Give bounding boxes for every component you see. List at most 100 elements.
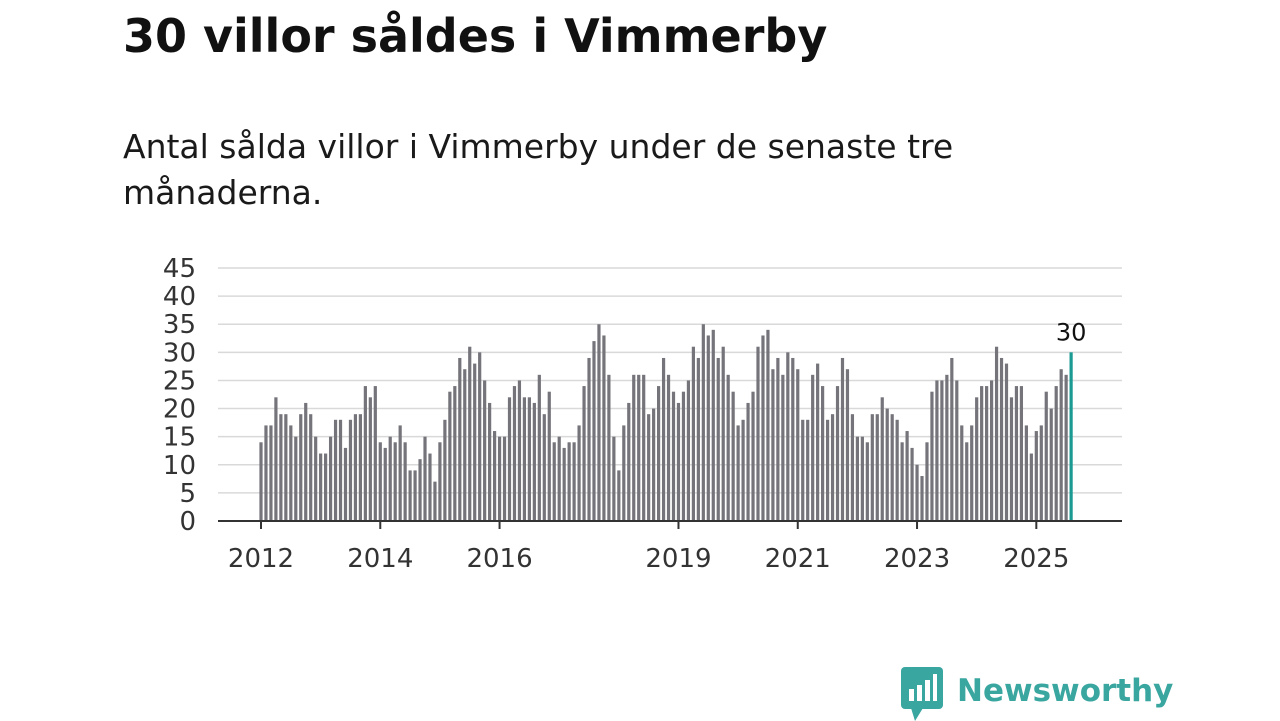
bar <box>393 442 397 521</box>
bar <box>567 442 571 521</box>
bar <box>711 329 715 521</box>
bar <box>721 346 725 521</box>
bar <box>895 419 899 521</box>
bar <box>319 453 323 521</box>
bar <box>701 324 705 521</box>
bar <box>492 431 497 521</box>
bar <box>850 414 855 521</box>
bar <box>860 436 864 521</box>
bar <box>473 363 477 521</box>
bar <box>915 464 919 521</box>
annotations: 30 <box>1056 318 1087 346</box>
bar <box>945 374 949 521</box>
bar <box>840 357 845 521</box>
bar <box>985 386 989 521</box>
bar <box>348 419 353 521</box>
bar <box>1034 431 1038 521</box>
bar <box>731 391 735 521</box>
bar <box>353 414 358 521</box>
bar <box>865 442 869 521</box>
bar <box>925 442 929 521</box>
bar <box>776 357 780 521</box>
bar <box>666 374 671 521</box>
bar <box>726 374 730 521</box>
bar <box>796 369 800 521</box>
bar <box>676 402 681 521</box>
bar <box>562 447 566 521</box>
bar <box>756 346 760 521</box>
chart-subtitle: Antal sålda villor i Vimmerby under de s… <box>123 127 954 212</box>
chart-title: 30 villor såldes i Vimmerby <box>123 9 828 63</box>
bar <box>811 374 815 521</box>
bar <box>338 419 343 521</box>
bar <box>1019 386 1024 521</box>
bar <box>587 357 591 521</box>
bar <box>597 324 601 521</box>
bar <box>870 414 874 521</box>
bar-chart-speech-bubble-icon <box>901 667 943 721</box>
bar <box>825 419 830 521</box>
bar <box>448 391 452 521</box>
bar <box>696 357 700 521</box>
bar <box>980 386 984 521</box>
bar <box>607 374 611 521</box>
bar <box>259 442 263 521</box>
bar <box>830 414 835 521</box>
bar <box>716 357 720 521</box>
bar <box>741 419 745 521</box>
bar <box>910 447 914 521</box>
bar <box>358 414 362 521</box>
bar <box>1009 397 1014 521</box>
bar <box>458 357 462 521</box>
x-axis-ticks: 2012 2014 2016 2019 2021 2023 2025 <box>228 521 1069 574</box>
bar <box>557 436 561 521</box>
bar <box>264 425 268 521</box>
bar <box>691 346 695 521</box>
bar <box>875 414 879 521</box>
x-tick-label: 2025 <box>1003 544 1069 574</box>
bar <box>294 436 298 521</box>
bar <box>781 374 785 521</box>
bar <box>1054 386 1058 521</box>
bar <box>314 436 318 521</box>
bar <box>661 357 666 521</box>
bar <box>905 431 909 521</box>
bar <box>453 386 457 521</box>
bar <box>408 470 412 521</box>
bar <box>572 442 576 521</box>
bar <box>343 447 348 521</box>
y-tick-label: 25 <box>163 366 196 396</box>
bar <box>483 380 487 521</box>
x-tick-label: 2014 <box>347 544 413 574</box>
bar <box>970 425 974 521</box>
bar <box>488 402 492 521</box>
bar <box>517 380 522 521</box>
y-tick-label: 30 <box>163 338 196 368</box>
brand-name: Newsworthy <box>957 673 1174 709</box>
bar <box>512 386 517 521</box>
bar <box>657 386 661 521</box>
bars <box>259 324 1073 521</box>
x-tick-label: 2021 <box>765 544 831 574</box>
bar <box>746 402 750 521</box>
bar <box>880 397 884 521</box>
bar <box>935 380 939 521</box>
bar <box>299 414 303 521</box>
bar <box>269 425 273 521</box>
y-tick-label: 15 <box>163 423 196 453</box>
y-tick-label: 20 <box>163 395 196 425</box>
bar <box>443 419 447 521</box>
bar <box>786 352 790 521</box>
bar <box>602 335 606 521</box>
bar <box>622 425 626 521</box>
bar <box>592 341 596 521</box>
bar <box>428 453 432 521</box>
bar <box>1014 386 1019 521</box>
bar <box>433 481 437 521</box>
bar <box>383 447 387 521</box>
bar <box>627 402 631 521</box>
bar <box>736 425 740 521</box>
bar <box>522 397 527 521</box>
bar <box>403 442 407 521</box>
